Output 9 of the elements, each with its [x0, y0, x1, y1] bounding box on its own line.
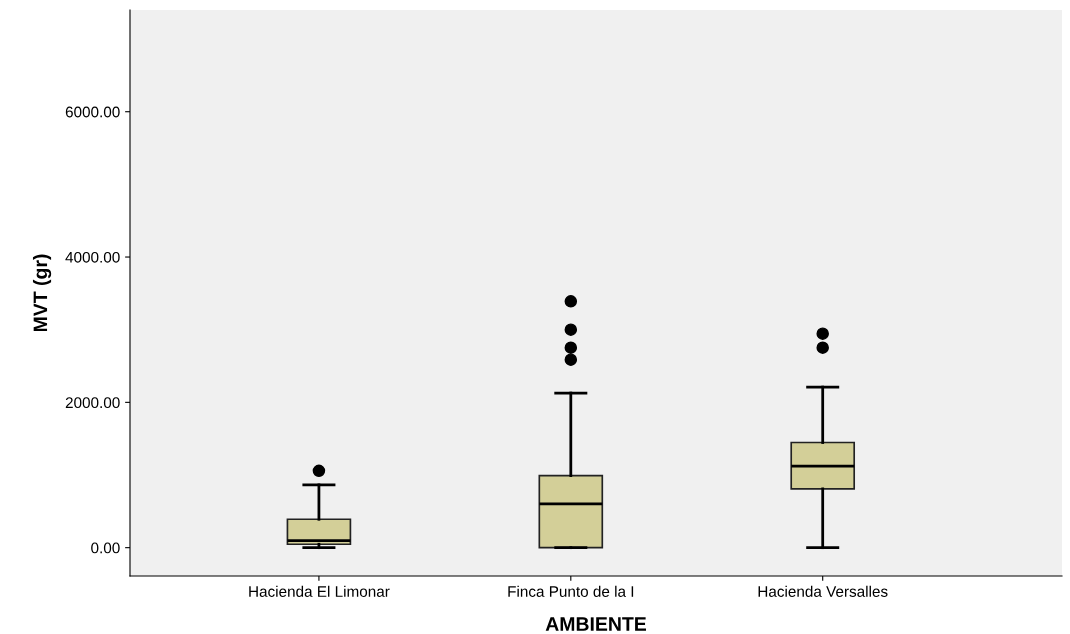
x-axis-title: AMBIENTE [545, 617, 647, 631]
x-tick-label: Hacienda Versalles [758, 585, 888, 597]
y-axis-title: MVT (gr) [32, 254, 52, 332]
y-tick-label: 2000.00 [65, 397, 120, 409]
x-tick-label: Hacienda El Limonar [249, 585, 390, 597]
y-tick-label: 0.00 [91, 542, 120, 554]
y-tick-label: 6000.00 [65, 106, 120, 118]
x-tick-label: Finca Punto de la I [508, 585, 634, 597]
y-tick-label: 4000.00 [65, 251, 120, 263]
